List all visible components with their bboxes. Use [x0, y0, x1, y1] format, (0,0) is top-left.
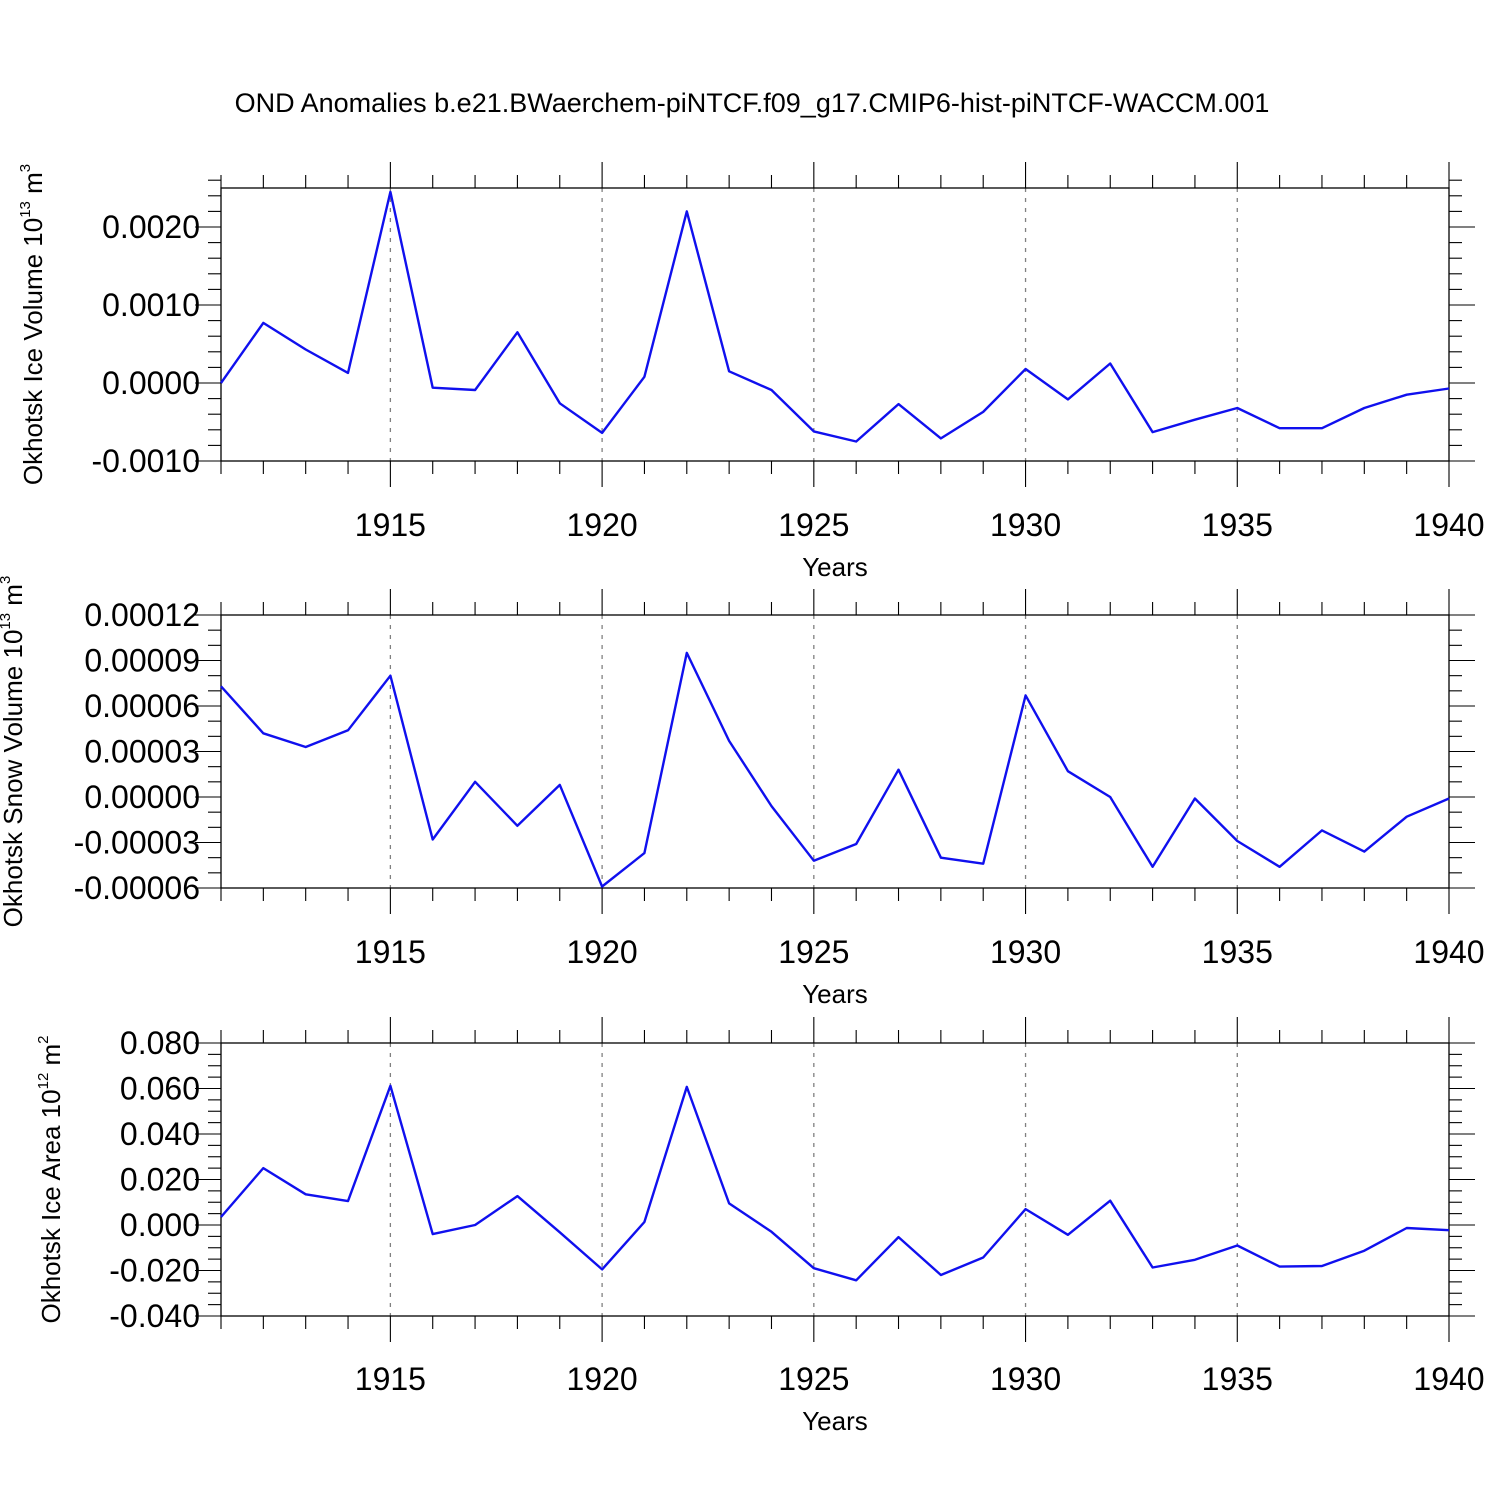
y-tick-label: 0.00006 [84, 688, 200, 724]
x-tick-label: 1935 [1202, 507, 1273, 543]
x-tick-label: 1920 [567, 1361, 638, 1397]
y-tick-label: 0.00003 [84, 734, 200, 770]
x-tick-label: 1930 [990, 934, 1061, 970]
panel-3: -0.040 -0.020 0.000 0.020 0.040 0.060 0.080 191… [35, 1017, 1485, 1436]
y-axis-label: Okhotsk Ice Volume 1013 m3 [17, 164, 48, 485]
y-tick-label: 0.0010 [102, 287, 200, 323]
y-tick-label: 0.000 [120, 1207, 200, 1243]
y-tick-label: 0.0020 [102, 209, 200, 245]
y-tick-label: -0.00003 [74, 825, 200, 861]
series-line [220, 1084, 1450, 1282]
series-line [220, 190, 1450, 443]
x-tick-label: 1915 [355, 1361, 426, 1397]
y-tick-label: -0.020 [109, 1253, 200, 1289]
x-tick-label: 1925 [778, 507, 849, 543]
plot-frame [220, 187, 1450, 462]
y-tick-label: 0.0000 [102, 365, 200, 401]
chart-title: OND Anomalies b.e21.BWaerchem-piNTCF.f09… [235, 88, 1270, 118]
y-axis-label: Okhotsk Snow Volume 1013 m3 [0, 576, 28, 928]
panel-1: -0.0010 0.0000 0.0010 0.0020 1915 1920 1925 193… [17, 162, 1485, 582]
y-tick-label: -0.0010 [91, 443, 200, 479]
x-tick-label: 1935 [1202, 934, 1273, 970]
panel-2: -0.00006 -0.00003 0.00000 0.00003 0.00006 0.0… [0, 576, 1485, 1009]
x-tick-label: 1925 [778, 1361, 849, 1397]
y-tick-label: 0.020 [120, 1162, 200, 1198]
x-tick-label: 1920 [567, 934, 638, 970]
y-tick-label: 0.040 [120, 1116, 200, 1152]
y-tick-label: -0.00006 [74, 870, 200, 906]
x-axis-label: Years [802, 1406, 868, 1436]
x-tick-label: 1930 [990, 507, 1061, 543]
x-tick-label: 1930 [990, 1361, 1061, 1397]
y-axis-label: Okhotsk Ice Area 1012 m2 [35, 1035, 66, 1323]
x-tick-label: 1940 [1413, 1361, 1484, 1397]
x-tick-label: 1915 [355, 934, 426, 970]
y-tick-label: -0.040 [109, 1298, 200, 1334]
x-tick-label: 1915 [355, 507, 426, 543]
y-tick-label: 0.060 [120, 1071, 200, 1107]
x-tick-label: 1920 [567, 507, 638, 543]
x-axis-label: Years [802, 552, 868, 582]
x-tick-label: 1940 [1413, 934, 1484, 970]
x-axis-label: Years [802, 979, 868, 1009]
x-tick-label: 1925 [778, 934, 849, 970]
x-tick-label: 1935 [1202, 1361, 1273, 1397]
y-tick-label: 0.080 [120, 1025, 200, 1061]
series-line [220, 651, 1450, 888]
y-tick-label: 0.00009 [84, 643, 200, 679]
y-tick-label: 0.00012 [84, 597, 200, 633]
y-tick-label: 0.00000 [84, 779, 200, 815]
x-tick-label: 1940 [1413, 507, 1484, 543]
